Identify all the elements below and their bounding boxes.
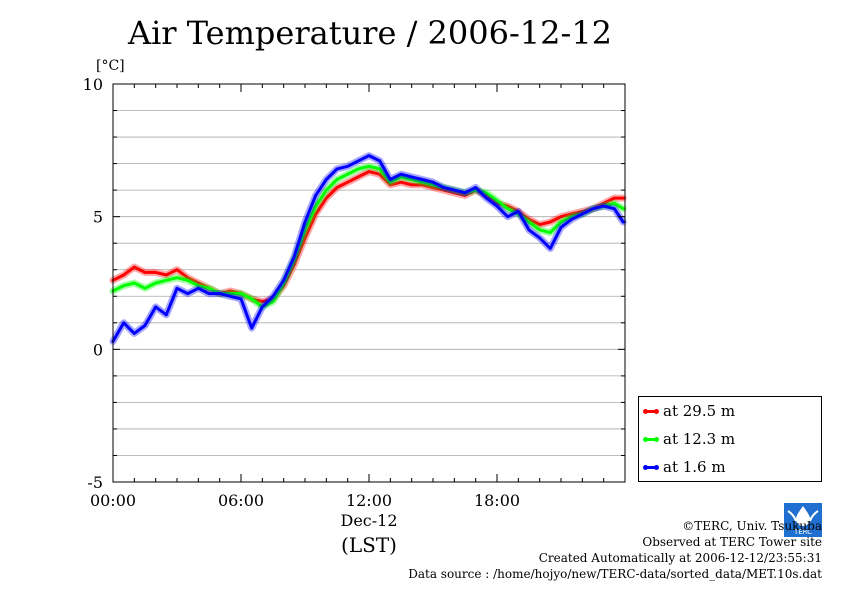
legend-item: at 29.5 m (643, 402, 736, 420)
series-line (111, 154, 625, 343)
x-tick-label: 00:00 (90, 491, 136, 510)
legend-swatch-red (643, 408, 659, 414)
series-line (111, 164, 625, 309)
legend-label: at 12.3 m (663, 430, 736, 448)
credit-site: Observed at TERC Tower site (642, 535, 822, 549)
legend-label: at 1.6 m (663, 458, 726, 476)
series-halo (109, 152, 627, 345)
chart-title: Air Temperature / 2006-12-12 (127, 14, 613, 52)
legend-swatch-blue (643, 464, 659, 470)
x-tick-label: 12:00 (346, 491, 392, 510)
series-2 (109, 162, 627, 311)
terc-logo: TERC (784, 503, 822, 537)
credit-source: Data source : /home/hojyo/new/TERC-data/… (408, 567, 822, 581)
series-1 (109, 168, 627, 306)
logo-text: TERC (793, 528, 812, 536)
axis-ticks: -5 0 5 10 00:00 06:00 12:00 18:00 (83, 75, 626, 510)
series-halo (109, 162, 627, 311)
legend: at 29.5 m at 12.3 m at 1.6 m (638, 396, 822, 482)
credit-created: Created Automatically at 2006-12-12/23:5… (538, 551, 822, 565)
y-tick-label: 10 (83, 75, 103, 94)
series-lines (109, 152, 627, 345)
legend-label: at 29.5 m (663, 402, 736, 420)
y-axis-label: [°C] (96, 58, 125, 74)
credit-copyright: ©TERC, Univ. Tsukuba (682, 519, 822, 533)
series-line (111, 170, 625, 304)
x-tick-label: 06:00 (218, 491, 264, 510)
x-tick-label: 18:00 (474, 491, 520, 510)
x-axis-date-label: Dec-12 (340, 511, 397, 530)
legend-swatch-green (643, 436, 659, 442)
legend-item: at 1.6 m (643, 458, 726, 476)
y-tick-label: 5 (93, 208, 103, 227)
y-tick-label: -5 (87, 473, 103, 492)
legend-item: at 12.3 m (643, 430, 736, 448)
credits-block: ©TERC, Univ. Tsukuba Observed at TERC To… (408, 518, 822, 582)
series-3 (109, 152, 627, 345)
grid-lines (113, 110, 625, 456)
x-axis-label: (LST) (341, 533, 397, 557)
y-tick-label: 0 (93, 340, 103, 359)
